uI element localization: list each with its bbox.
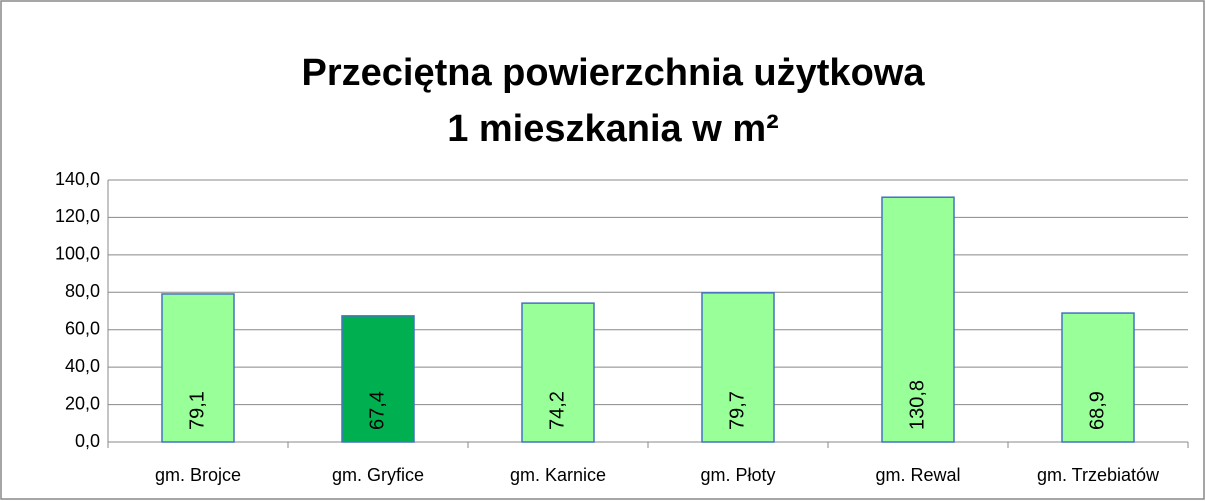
y-tick-label: 0,0 <box>75 431 100 451</box>
y-tick-label: 20,0 <box>65 393 100 413</box>
x-tick-label: gm. Płoty <box>700 465 775 485</box>
chart-title: Przeciętna powierzchnia użytkowa <box>302 52 926 94</box>
chart-title: 1 mieszkania w m² <box>447 108 779 150</box>
y-tick-label: 140,0 <box>55 169 100 189</box>
data-label: 74,2 <box>546 391 568 430</box>
x-tick-label: gm. Trzebiatów <box>1037 465 1160 485</box>
data-label: 68,9 <box>1086 391 1108 430</box>
y-tick-label: 40,0 <box>65 356 100 376</box>
x-tick-label: gm. Karnice <box>510 465 606 485</box>
y-tick-label: 60,0 <box>65 318 100 338</box>
x-tick-label: gm. Rewal <box>875 465 960 485</box>
bar <box>881 196 955 443</box>
data-label: 79,7 <box>726 391 748 430</box>
y-tick-label: 100,0 <box>55 244 100 264</box>
data-label: 79,1 <box>186 391 208 430</box>
bar <box>1061 312 1135 443</box>
bar <box>521 302 595 443</box>
x-tick-label: gm. Brojce <box>155 465 241 485</box>
y-tick-label: 120,0 <box>55 206 100 226</box>
y-tick-label: 80,0 <box>65 281 100 301</box>
bar <box>341 315 415 443</box>
data-label: 130,8 <box>906 380 928 430</box>
bar <box>701 292 775 443</box>
data-label: 67,4 <box>366 391 388 430</box>
x-tick-label: gm. Gryfice <box>332 465 424 485</box>
bar <box>161 293 235 443</box>
